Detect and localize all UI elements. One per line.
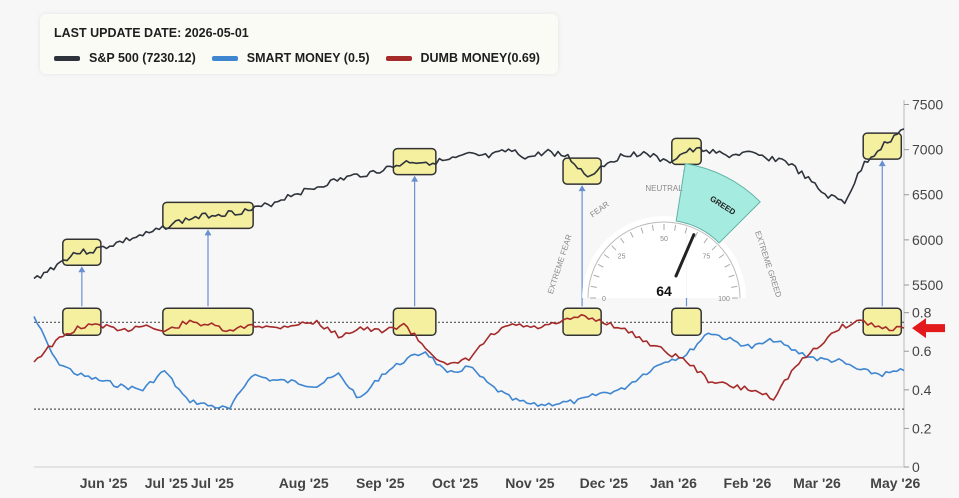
- connector-arrowhead-3: [578, 185, 586, 192]
- connector-arrowhead-2: [411, 175, 419, 182]
- gauge-background: [582, 216, 746, 298]
- gauge-zone-label-0: EXTREME FEAR: [546, 233, 574, 295]
- x-tick-label-3: Aug '25: [279, 475, 329, 491]
- gauge-tick: [640, 227, 644, 234]
- x-tick-label-5: Oct '25: [432, 475, 478, 491]
- gauge-needle: [674, 233, 696, 278]
- legend-item-smart-money: SMART MONEY (0.5): [211, 51, 370, 65]
- gauge-tick: [684, 227, 688, 234]
- gauge-tick: [593, 274, 600, 278]
- gauge-tick: [711, 245, 717, 251]
- gauge-zone-label-4: EXTREME GREED: [753, 230, 783, 299]
- dumb-highlight-box-2: [392, 307, 437, 337]
- spx-highlight-box-2: [392, 147, 437, 176]
- y-lower-tick-label-0.4: 0.4: [912, 382, 932, 398]
- gauge-zone-label-1: FEAR: [588, 199, 611, 219]
- gauge-tick: [590, 285, 597, 288]
- gauge-tick: [674, 224, 677, 231]
- gauge-tick: [703, 237, 708, 244]
- x-tick-label-4: Sep '25: [356, 475, 405, 491]
- gauge-tick-label-0: 0: [602, 296, 606, 303]
- red-pointer-arrow: [912, 318, 945, 339]
- dumb-highlight-box-1: [162, 307, 254, 337]
- gauge-tick: [620, 237, 625, 244]
- legend-row: S&P 500 (7230.12) SMART MONEY (0.5) DUMB…: [54, 51, 556, 65]
- dumb-highlight-box-5: [862, 307, 903, 337]
- gauge-tick-label-75: 75: [703, 254, 711, 261]
- legend-swatch-spx: [54, 55, 80, 61]
- legend-swatch-smart-money: [211, 55, 238, 61]
- y-upper-tick-label-6000: 6000: [912, 232, 943, 248]
- legend-box: LAST UPDATE DATE: 2026-05-01 S&P 500 (72…: [40, 14, 558, 74]
- y-upper-tick-label-6500: 6500: [912, 187, 943, 203]
- gauge-active-sector: [675, 163, 761, 244]
- series-line-spx: [33, 128, 905, 280]
- series-line-dumb-money: [33, 313, 905, 401]
- gauge-tick: [611, 245, 617, 251]
- gauge-tick: [728, 274, 735, 278]
- gauge-arc: [587, 221, 741, 299]
- highlight-group: [62, 132, 903, 337]
- series-line-smart-money: [33, 316, 905, 410]
- gauge-tick-label-25: 25: [618, 254, 626, 261]
- gauge-tick: [629, 231, 634, 238]
- y-upper-tick-label-5500: 5500: [912, 277, 943, 293]
- gauge-tick: [694, 231, 699, 238]
- gauge-tick: [603, 254, 610, 259]
- x-tick-label-10: Mar '26: [793, 475, 841, 491]
- last-update-date: LAST UPDATE DATE: 2026-05-01: [54, 26, 249, 40]
- gauge-tick-label-50: 50: [660, 236, 668, 243]
- x-tick-label-1: Jul '25: [145, 475, 188, 491]
- legend-item-spx: S&P 500 (7230.12): [54, 51, 196, 65]
- gauge-tick: [718, 254, 725, 259]
- dumb-highlight-box-0: [62, 307, 102, 337]
- legend-swatch-dumb-money: [385, 55, 412, 61]
- x-tick-label-2: Jul '25: [191, 475, 234, 491]
- legend-label-smart-money: SMART MONEY (0.5): [246, 51, 370, 65]
- gauge-tick: [724, 263, 731, 268]
- y-lower-tick-label-0.8: 0.8: [912, 305, 932, 321]
- gauge-value: 64: [656, 283, 672, 299]
- x-tick-label-6: Nov '25: [505, 475, 554, 491]
- y-lower-tick-label-0.2: 0.2: [912, 420, 932, 436]
- legend-label-dumb-money: DUMB MONEY(0.69): [420, 51, 540, 65]
- y-lower-tick-label-0: 0: [912, 459, 920, 475]
- y-lower-tick-label-0.6: 0.6: [912, 343, 932, 359]
- x-tick-label-9: Feb '26: [724, 475, 772, 491]
- connector-arrowhead-5: [878, 160, 886, 167]
- gauge-tick: [597, 263, 604, 268]
- y-upper-tick-label-7500: 7500: [912, 97, 943, 113]
- connector-arrowhead-0: [78, 266, 86, 273]
- x-tick-label-8: Jan '26: [650, 475, 697, 491]
- dumb-highlight-box-4: [671, 307, 702, 337]
- x-tick-label-0: Jun '25: [80, 475, 128, 491]
- x-tick-label-11: May '26: [870, 475, 920, 491]
- spx-highlight-box-1: [162, 201, 254, 230]
- connector-arrowhead-1: [204, 229, 212, 236]
- x-tick-label-7: Dec '25: [580, 475, 629, 491]
- legend-item-dumb-money: DUMB MONEY(0.69): [385, 51, 540, 65]
- gauge-tick: [651, 224, 654, 231]
- gauge-tick-label-100: 100: [718, 296, 730, 303]
- legend-label-spx: S&P 500 (7230.12): [89, 51, 196, 65]
- y-upper-tick-label-7000: 7000: [912, 142, 943, 158]
- gauge-tick: [731, 285, 738, 288]
- gauge-zone-label-2: NEUTRAL: [645, 184, 683, 193]
